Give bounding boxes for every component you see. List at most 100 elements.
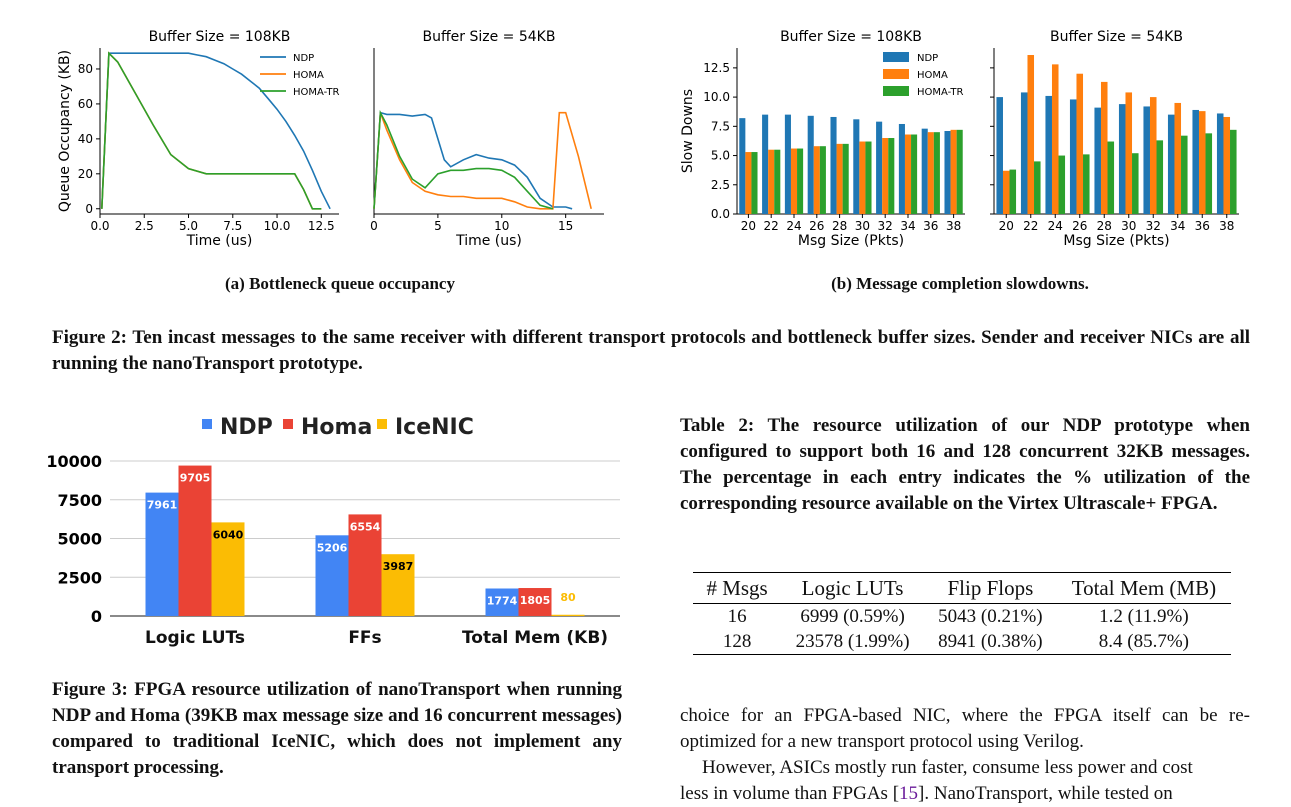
y-tick-label: 0 — [91, 607, 102, 626]
series-line — [101, 51, 322, 210]
y-axis-label: Queue Occupancy (KB) — [58, 50, 73, 212]
chart-title: Buffer Size = 108KB — [149, 29, 291, 45]
bar — [774, 149, 781, 214]
legend-label: Homa — [301, 415, 372, 440]
table-cell: 5043 (0.21%) — [938, 605, 1043, 627]
bar-value-label: 5206 — [317, 541, 348, 554]
y-tick-label: 7.5 — [711, 119, 730, 133]
bar — [1002, 170, 1010, 214]
x-tick-label: 28 — [1097, 219, 1112, 233]
bar — [145, 492, 179, 616]
bar — [1094, 107, 1101, 214]
y-tick-label: 7500 — [57, 491, 102, 510]
bar — [1009, 169, 1017, 214]
x-tick-label: 15 — [558, 219, 573, 233]
bar — [853, 119, 860, 214]
citation-link[interactable]: 15 — [899, 783, 919, 804]
y-tick-label: 2500 — [57, 568, 102, 587]
x-tick-label: 20 — [741, 219, 756, 233]
body-line: However, ASICs mostly run faster, consum… — [702, 757, 1193, 778]
body-paragraph: choice for an FPGA-based NIC, where the … — [680, 705, 1250, 752]
y-tick-label: 60 — [78, 97, 93, 111]
bar — [790, 148, 798, 214]
x-tick-label: 20 — [999, 219, 1014, 233]
y-tick-label: 80 — [78, 62, 93, 76]
bar — [911, 134, 918, 214]
x-tick-label: 0.0 — [90, 219, 109, 233]
fig2-caption: Figure 2: Ten incast messages to the sam… — [52, 327, 1250, 374]
series-line — [373, 111, 592, 210]
x-axis-label: Time (us) — [186, 233, 253, 249]
y-axis-label: Slow Downs — [680, 89, 696, 173]
x-axis-label: Msg Size (Pkts) — [798, 233, 904, 249]
bar-value-label: 3987 — [383, 560, 414, 573]
legend-swatch — [883, 52, 909, 62]
legend-label: NDP — [220, 415, 273, 440]
table-cell: 16 — [727, 605, 747, 627]
bar — [1174, 102, 1182, 214]
bar — [1192, 109, 1199, 214]
bar — [551, 614, 585, 616]
resource-table: # Msgs Logic LUTs Flip Flops Total Mem (… — [693, 572, 1231, 655]
legend-swatch — [202, 419, 212, 429]
x-tick-label: 26 — [1072, 219, 1087, 233]
bar — [1045, 95, 1052, 214]
y-tick-label: 0.0 — [711, 207, 730, 221]
x-tick-label: 22 — [1023, 219, 1038, 233]
bar — [1230, 129, 1237, 214]
bar — [768, 149, 775, 214]
bar — [1167, 114, 1175, 214]
bar — [882, 138, 889, 214]
y-tick-label: 5000 — [57, 530, 102, 549]
bar — [751, 152, 758, 214]
bar-value-label: 6554 — [350, 520, 381, 533]
x-tick-label: 24 — [1048, 219, 1063, 233]
y-tick-label: 10.0 — [703, 90, 730, 104]
bar — [904, 134, 912, 214]
x-tick-label: 24 — [786, 219, 801, 233]
bar — [1132, 153, 1139, 214]
y-tick-label: 2.5 — [711, 178, 730, 192]
bar — [956, 129, 963, 214]
x-tick-label: 30 — [1121, 219, 1136, 233]
x-tick-label: 32 — [878, 219, 893, 233]
x-tick-label: 10.0 — [264, 219, 291, 233]
bar — [1125, 92, 1133, 214]
series-line — [101, 52, 331, 210]
x-tick-label: 30 — [855, 219, 870, 233]
x-tick-label: 22 — [764, 219, 779, 233]
legend-label: HOMA — [917, 70, 948, 81]
legend-swatch — [283, 419, 293, 429]
body-text-span: less in volume than FPGAs [ — [680, 783, 900, 804]
y-tick-label: 40 — [78, 132, 93, 146]
y-tick-label: 10000 — [46, 452, 102, 471]
bar — [876, 121, 883, 214]
legend-label: HOMA-TR — [917, 87, 963, 98]
body-line: less in volume than FPGAs [15]. NanoTran… — [680, 781, 1250, 807]
bar — [1118, 104, 1126, 214]
bar — [381, 554, 415, 616]
table-cell: 23578 (1.99%) — [795, 630, 910, 652]
table-header-cell: Total Mem (MB) — [1071, 575, 1217, 600]
series-line — [373, 109, 554, 210]
legend-label: NDP — [917, 53, 938, 64]
x-tick-label: FFs — [348, 628, 381, 648]
x-tick-label: 0 — [370, 219, 378, 233]
body-text-span: ]. NanoTransport, while tested on — [918, 783, 1173, 804]
table-header-cell: # Msgs — [706, 575, 768, 600]
bar — [1083, 154, 1090, 214]
x-tick-label: 28 — [832, 219, 847, 233]
x-tick-label: 10 — [494, 219, 509, 233]
y-tick-label: 0 — [85, 202, 93, 216]
bar — [518, 588, 552, 616]
x-tick-label: Logic LUTs — [145, 628, 245, 648]
bar — [739, 118, 746, 214]
table-cell: 1.2 (11.9%) — [1099, 605, 1189, 627]
bar-value-label: 7961 — [147, 499, 178, 512]
bar — [1143, 106, 1150, 214]
bar — [865, 141, 872, 214]
bar-value-label: 6040 — [213, 528, 244, 541]
bar — [813, 146, 820, 214]
fig2b-subcaption: (b) Message completion slowdowns. — [831, 274, 1089, 293]
legend-label: NDP — [293, 53, 314, 64]
